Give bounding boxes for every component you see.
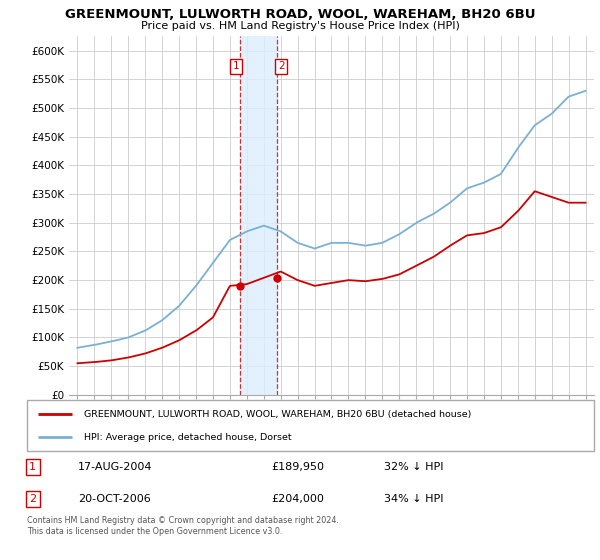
Text: 34% ↓ HPI: 34% ↓ HPI [384, 494, 444, 504]
Text: 1: 1 [233, 61, 239, 71]
Text: GREENMOUNT, LULWORTH ROAD, WOOL, WAREHAM, BH20 6BU (detached house): GREENMOUNT, LULWORTH ROAD, WOOL, WAREHAM… [84, 409, 471, 418]
Text: £189,950: £189,950 [271, 462, 324, 472]
Text: Price paid vs. HM Land Registry's House Price Index (HPI): Price paid vs. HM Land Registry's House … [140, 21, 460, 31]
Text: 2: 2 [29, 494, 36, 504]
Text: 2: 2 [278, 61, 285, 71]
Text: HPI: Average price, detached house, Dorset: HPI: Average price, detached house, Dors… [84, 433, 292, 442]
Text: 17-AUG-2004: 17-AUG-2004 [78, 462, 152, 472]
Text: 1: 1 [29, 462, 36, 472]
Text: 20-OCT-2006: 20-OCT-2006 [78, 494, 151, 504]
Text: 32% ↓ HPI: 32% ↓ HPI [384, 462, 444, 472]
Text: GREENMOUNT, LULWORTH ROAD, WOOL, WAREHAM, BH20 6BU: GREENMOUNT, LULWORTH ROAD, WOOL, WAREHAM… [65, 8, 535, 21]
FancyBboxPatch shape [27, 400, 594, 451]
Text: £204,000: £204,000 [271, 494, 323, 504]
Text: Contains HM Land Registry data © Crown copyright and database right 2024.
This d: Contains HM Land Registry data © Crown c… [27, 516, 339, 536]
Bar [241, 36, 277, 395]
